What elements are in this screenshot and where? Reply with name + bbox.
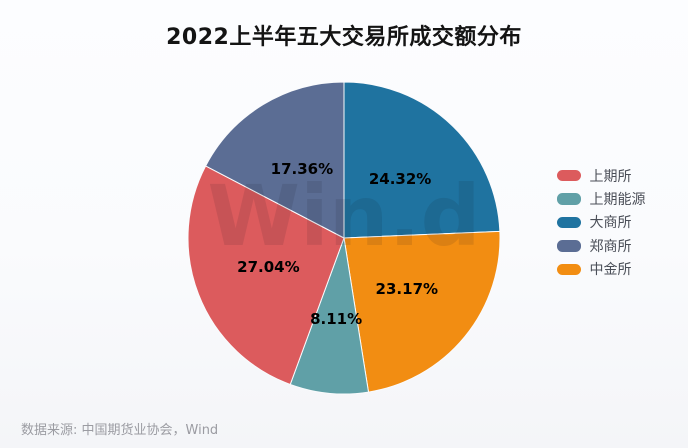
legend-swatch-icon — [557, 193, 581, 205]
legend-swatch-icon — [557, 263, 581, 275]
slice-label-上期所: 27.04% — [237, 258, 300, 277]
legend-label: 郑商所 — [589, 238, 632, 255]
legend-swatch-icon — [557, 240, 581, 252]
legend-item: 上期所 — [557, 164, 646, 187]
legend-label: 上期能源 — [589, 192, 646, 209]
slice-label-上期能源: 8.11% — [310, 309, 363, 328]
slice-label-大商所: 24.32% — [368, 170, 432, 189]
chart-title: 2022上半年五大交易所成交额分布 — [166, 25, 522, 50]
legend-item: 上期能源 — [557, 187, 646, 210]
legend-item: 中金所 — [557, 258, 646, 281]
pie-slice-大商所 — [343, 81, 501, 239]
legend-label: 大商所 — [589, 215, 632, 232]
slice-label-中金所: 23.17% — [375, 280, 439, 299]
pie-slice-郑商所 — [204, 81, 345, 239]
data-source-note: 数据来源: 中国期货业协会，Wind — [21, 423, 219, 438]
legend: 上期所 上期能源 大商所 郑商所 中金所 — [557, 164, 646, 281]
legend-item: 郑商所 — [557, 234, 646, 257]
legend-item: 大商所 — [557, 211, 646, 234]
slice-label-郑商所: 17.36% — [270, 159, 334, 178]
pie-chart — [187, 81, 501, 395]
pie-chart-area: Win.d 24.32%23.17%8.11%27.04%17.36% — [187, 81, 501, 395]
legend-label: 中金所 — [589, 262, 632, 279]
pie-slice-上期所 — [187, 165, 345, 386]
pie-slice-中金所 — [343, 230, 501, 393]
legend-swatch-icon — [557, 169, 581, 182]
legend-swatch-icon — [557, 216, 581, 229]
legend-label: 上期所 — [589, 168, 632, 185]
